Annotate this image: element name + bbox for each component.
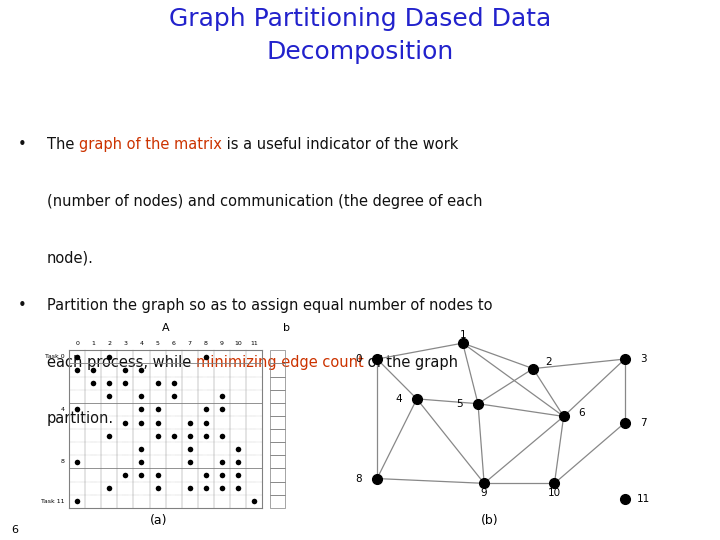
Text: 10: 10 (234, 341, 242, 346)
Text: Task 11: Task 11 (41, 499, 64, 504)
Text: Partition the graph so as to assign equal number of nodes to: Partition the graph so as to assign equa… (47, 298, 492, 313)
Text: 1: 1 (459, 330, 466, 340)
Text: minimizing edge count: minimizing edge count (196, 355, 364, 370)
Bar (270, 403, 284, 416)
Text: 10: 10 (548, 488, 561, 498)
Text: The: The (47, 137, 78, 152)
Text: 5: 5 (456, 399, 463, 409)
Text: partition.: partition. (47, 411, 114, 427)
Text: 2: 2 (545, 357, 552, 367)
Text: (b): (b) (481, 514, 498, 527)
Text: 6: 6 (579, 408, 585, 418)
Text: 6: 6 (11, 524, 18, 535)
Text: 1: 1 (91, 341, 95, 346)
Text: each process, while: each process, while (47, 355, 196, 370)
Bar (270, 416, 284, 429)
Bar (270, 469, 284, 482)
Bar (270, 442, 284, 455)
Text: node).: node). (47, 251, 94, 266)
Text: of the graph: of the graph (364, 355, 459, 370)
Bar (270, 482, 284, 495)
Text: 7: 7 (188, 341, 192, 346)
Text: 9: 9 (481, 488, 487, 498)
Text: 6: 6 (171, 341, 176, 346)
Bar (270, 376, 284, 390)
Text: A: A (162, 323, 169, 333)
Bar (270, 429, 284, 442)
Text: 8: 8 (204, 341, 208, 346)
Text: Task 0: Task 0 (45, 354, 64, 359)
Bar (270, 455, 284, 469)
Text: •: • (18, 137, 27, 152)
Text: 4: 4 (140, 341, 143, 346)
Text: 3: 3 (640, 354, 647, 364)
Text: (a): (a) (150, 514, 167, 527)
Text: 11: 11 (251, 341, 258, 346)
Text: 5: 5 (156, 341, 160, 346)
Text: 9: 9 (220, 341, 224, 346)
Text: 3: 3 (123, 341, 127, 346)
Bar (270, 390, 284, 403)
Text: 8: 8 (60, 460, 64, 464)
Text: 0: 0 (75, 341, 79, 346)
Text: 2: 2 (107, 341, 112, 346)
Bar (270, 350, 284, 363)
Text: Graph Partitioning Dased Data
Decomposition: Graph Partitioning Dased Data Decomposit… (169, 6, 551, 64)
Text: (number of nodes) and communication (the degree of each: (number of nodes) and communication (the… (47, 194, 482, 209)
Text: 7: 7 (640, 418, 647, 428)
Text: 4: 4 (395, 394, 402, 404)
Bar (270, 495, 284, 508)
Text: 11: 11 (636, 494, 649, 504)
Text: graph of the matrix: graph of the matrix (78, 137, 222, 152)
Text: 0: 0 (356, 354, 362, 364)
Text: is a useful indicator of the work: is a useful indicator of the work (222, 137, 458, 152)
Text: b: b (283, 323, 290, 333)
Bar (270, 363, 284, 376)
Text: •: • (18, 298, 27, 313)
Text: 4: 4 (60, 407, 64, 412)
Text: 8: 8 (356, 474, 362, 483)
